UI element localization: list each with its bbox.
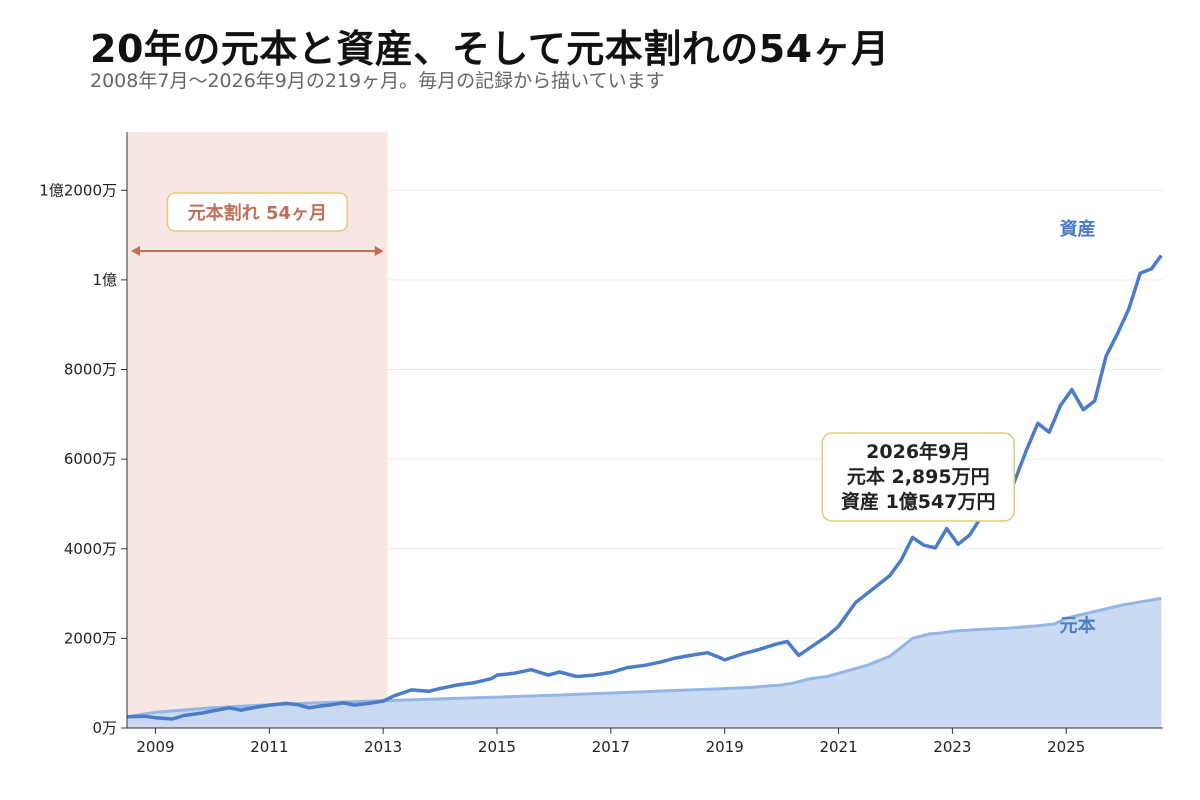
y-tick-label: 0万: [92, 719, 117, 737]
loss-period-label-box: [166, 192, 349, 232]
x-tick-label: 2017: [592, 738, 630, 756]
final-principal-label: 元本 2,895万円: [847, 465, 990, 488]
final-value-box: [821, 432, 1016, 522]
x-axis-ticks: 2009 2011 2013 2015 2017 2019 2021 2023 2025: [136, 728, 1085, 756]
x-tick-label: 2013: [364, 738, 402, 756]
principal-area: [127, 598, 1162, 728]
arrow-right-head-icon: [374, 246, 384, 256]
y-tick-label: 6000万: [64, 450, 117, 468]
y-tick-label: 1億: [92, 271, 117, 289]
principal-series-label: 元本: [1060, 615, 1096, 637]
principal-line: [126, 596, 1162, 719]
final-value-annotation: 2026年9月 元本 2,895万円 資産 1億547万円: [821, 432, 1016, 522]
y-tick-label: 4000万: [64, 540, 117, 558]
y-tick-label: 8000万: [64, 361, 117, 379]
final-date-label: 2026年9月: [866, 440, 970, 463]
asset-series-label: 資産: [1060, 218, 1096, 240]
y-tick-label: 1億2000万: [39, 181, 117, 199]
loss-period-label: 元本割れ 54ヶ月: [188, 202, 327, 224]
chart-subtitle: 2008年7月〜2026年9月の219ヶ月。毎月の記録から描いています: [90, 70, 665, 92]
loss-period-annotation: 元本割れ 54ヶ月: [131, 192, 384, 256]
x-tick-label: 2023: [933, 738, 971, 756]
y-tick-label: 2000万: [64, 629, 117, 647]
final-asset-label: 資産 1億547万円: [841, 490, 996, 513]
chart-title: 20年の元本と資産、そして元本割れの54ヶ月: [90, 27, 890, 71]
x-tick-label: 2011: [250, 738, 288, 756]
y-axis-ticks: 0万 2000万 4000万 6000万 8000万 1億 1億2000万: [39, 181, 127, 737]
x-tick-label: 2009: [136, 738, 174, 756]
axes: [126, 132, 1163, 729]
x-tick-label: 2015: [478, 738, 516, 756]
x-tick-label: 2019: [706, 738, 744, 756]
x-tick-label: 2025: [1047, 738, 1085, 756]
x-tick-label: 2021: [819, 738, 857, 756]
arrow-left-head-icon: [131, 246, 140, 256]
